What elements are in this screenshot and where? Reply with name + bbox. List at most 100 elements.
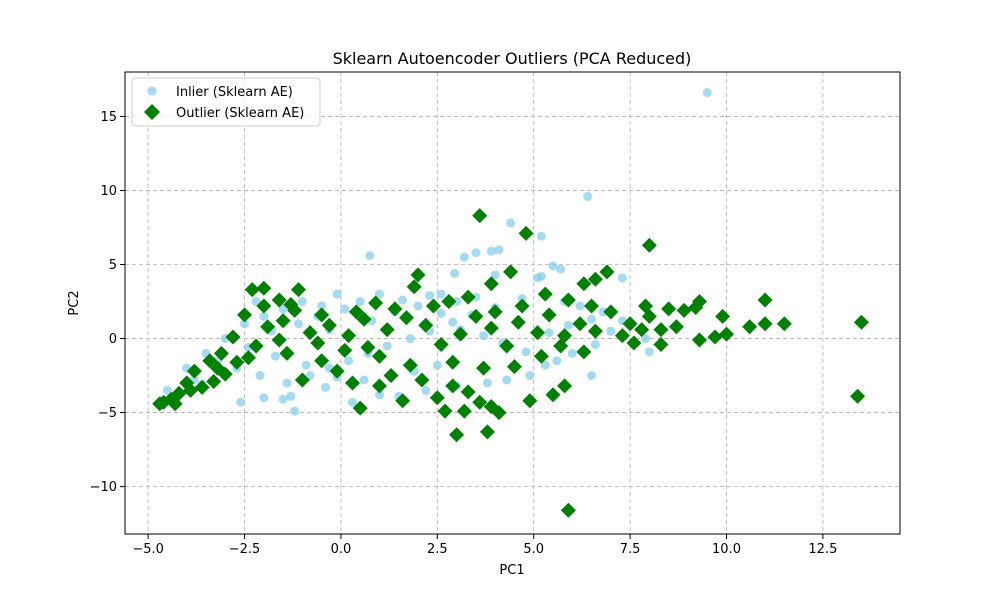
inlier-point [521, 347, 531, 357]
outlier-point [186, 363, 202, 379]
outlier-point [688, 299, 704, 315]
outlier-point [487, 304, 503, 320]
outlier-point [506, 359, 522, 375]
inlier-point [548, 261, 558, 271]
outlier-point [514, 298, 530, 314]
grid-lines [125, 72, 900, 534]
outlier-point [256, 280, 272, 296]
outlier-point [626, 335, 642, 351]
outlier-point [310, 335, 326, 351]
inlier-point [536, 231, 546, 241]
outlier-point [476, 360, 492, 376]
inlier-point [436, 289, 446, 299]
outlier-point [314, 353, 330, 369]
inlier-point [236, 397, 246, 407]
outlier-point [433, 336, 449, 352]
legend-outlier-marker [144, 104, 160, 120]
outlier-point [287, 302, 303, 318]
y-tick-label: −10 [90, 480, 117, 495]
x-tick-label: 7.5 [620, 542, 641, 557]
outlier-point [337, 342, 353, 358]
outlier-point [707, 329, 723, 345]
outlier-point [634, 322, 650, 338]
outlier-point [213, 345, 229, 361]
y-tick-label: −5 [98, 406, 117, 421]
outlier-point [541, 307, 557, 323]
outlier-point [167, 396, 183, 412]
outlier-point [518, 225, 534, 241]
inlier-point [644, 347, 654, 357]
outlier-point [522, 393, 538, 409]
inlier-point [305, 371, 315, 381]
legend: Inlier (Sklearn AE) Outlier (Sklearn AE) [131, 77, 321, 127]
outlier-point [256, 298, 272, 314]
outlier-point [572, 316, 588, 332]
x-tick-label: 12.5 [808, 542, 837, 557]
outlier-point [452, 326, 468, 342]
outlier-point [653, 336, 669, 352]
legend-inlier-marker [147, 86, 157, 96]
outlier-point [557, 378, 573, 394]
outlier-point [271, 292, 287, 308]
outlier-point [638, 298, 654, 314]
outlier-point [456, 403, 472, 419]
inlier-point [255, 371, 265, 381]
outlier-point [603, 304, 619, 320]
inlier-point [506, 218, 516, 228]
outlier-point [329, 363, 345, 379]
outlier-point [237, 307, 253, 323]
outlier-point [560, 502, 576, 518]
inlier-point [490, 270, 500, 280]
inlier-point [486, 246, 496, 256]
outlier-point [587, 323, 603, 339]
inlier-point [536, 271, 546, 281]
inlier-point [479, 331, 489, 341]
inlier-point [567, 348, 577, 358]
inlier-point [317, 301, 327, 311]
inlier-point [556, 264, 566, 274]
outlier-point [715, 308, 731, 324]
outlier-point [348, 304, 364, 320]
inlier-point [552, 356, 562, 366]
inlier-point [590, 339, 600, 349]
outlier-point [718, 326, 734, 342]
inlier-point [432, 360, 442, 370]
inlier-point [421, 385, 431, 395]
outlier-point [676, 302, 692, 318]
inlier-point [301, 360, 311, 370]
outlier-point [587, 271, 603, 287]
outlier-point [402, 357, 418, 373]
inlier-point [575, 301, 585, 311]
inlier-point [413, 301, 423, 311]
outlier-point [472, 394, 488, 410]
x-axis-label: PC1 [499, 563, 524, 578]
inlier-point [525, 371, 535, 381]
outlier-point [445, 354, 461, 370]
outlier-point [202, 353, 218, 369]
outlier-point [853, 314, 869, 330]
outlier-point [414, 372, 430, 388]
outlier-point [499, 338, 515, 354]
outlier-point [260, 319, 276, 335]
inlier-point [340, 304, 350, 314]
inlier-point [448, 317, 458, 327]
outlier-point [491, 405, 507, 421]
outlier-point [692, 332, 708, 348]
inlier-point [425, 291, 435, 301]
outlier-point [410, 267, 426, 283]
outlier-point [248, 338, 264, 354]
inlier-point [563, 320, 573, 330]
outlier-point [383, 368, 399, 384]
outlier-point [225, 329, 241, 345]
outlier-point [344, 375, 360, 391]
outlier-point [560, 292, 576, 308]
inlier-point [355, 297, 365, 307]
outlier-point [742, 319, 758, 335]
outlier-point [449, 427, 465, 443]
inlier-point [544, 328, 554, 338]
outlier-point [302, 325, 318, 341]
outlier-point [530, 325, 546, 341]
outlier-point [291, 282, 307, 298]
outlier-point [850, 388, 866, 404]
